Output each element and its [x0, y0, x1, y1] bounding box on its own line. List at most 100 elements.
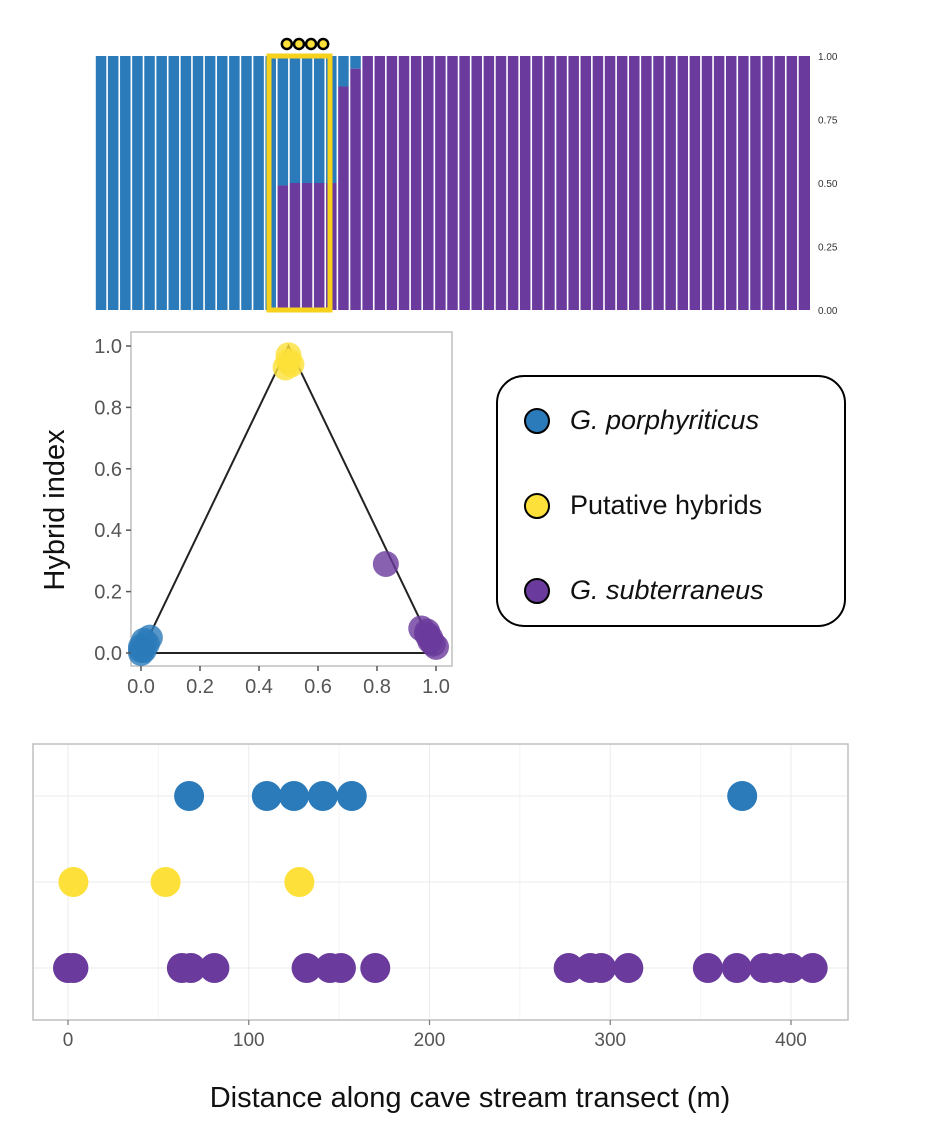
ancestry-bar-subterraneus	[555, 56, 568, 310]
hybrid-marker	[280, 37, 294, 51]
transect-point-subterraneus	[553, 953, 584, 983]
ancestry-bar-subterraneus	[676, 56, 689, 310]
ancestry-bar-subterraneus	[628, 56, 641, 310]
transect-point-hybrid	[58, 867, 89, 897]
transect-x-tick-label: 300	[594, 1030, 626, 1051]
ancestry-bar-porphyriticus	[228, 56, 241, 310]
transect-points	[53, 781, 828, 983]
ancestry-bar-subterraneus	[688, 56, 701, 310]
transect-x-tick-label: 0	[63, 1030, 74, 1051]
ancestry-bar-porphyriticus	[276, 56, 289, 186]
transect-point-porphyriticus	[251, 781, 282, 811]
transect-point-porphyriticus	[336, 781, 367, 811]
ancestry-bar-porphyriticus	[240, 56, 253, 310]
ancestry-bar-subterraneus	[543, 56, 556, 310]
ancestry-bar-subterraneus	[616, 56, 629, 310]
ancestry-bar-subterraneus	[385, 56, 398, 310]
legend-label-hybrids: Putative hybrids	[570, 490, 763, 520]
ancestry-bar-subterraneus	[785, 56, 798, 310]
triangle-x-tick-label: 0.0	[127, 676, 155, 698]
transect-point-subterraneus	[291, 953, 322, 983]
ancestry-bar-porphyriticus	[119, 56, 132, 310]
triangle-y-tick-label: 0.6	[94, 459, 122, 481]
legend-item-porphyriticus: G. porphyriticus	[524, 405, 759, 436]
triangle-plot-border	[130, 331, 453, 667]
transect-point-subterraneus	[586, 953, 617, 983]
transect-point-subterraneus	[721, 953, 752, 983]
ancestry-bar-porphyriticus	[337, 56, 350, 87]
ancestry-bar-porphyriticus	[204, 56, 217, 310]
triangle-y-ticks: 0.0 0.2 0.4 0.6 0.8 1.0	[94, 336, 131, 665]
transect-point-porphyriticus	[727, 781, 758, 811]
ancestry-bar-subterraneus	[288, 183, 302, 310]
legend-swatch-porphyriticus	[524, 407, 550, 434]
ancestry-bar-subterraneus	[422, 56, 435, 310]
hybrid-marker	[316, 37, 330, 51]
legend-swatch-subterraneus	[524, 577, 550, 604]
ancestry-bar-subterraneus	[470, 56, 483, 310]
triangle-x-tick-label: 0.6	[304, 676, 332, 698]
ancestry-bar-subterraneus	[373, 56, 386, 310]
transect-point-hybrid	[150, 867, 181, 897]
triangle-point-subterraneus	[423, 633, 449, 660]
ancestry-bar-porphyriticus	[288, 56, 302, 183]
ancestry-bar-porphyriticus	[143, 56, 156, 310]
ancestry-bar-subterraneus	[725, 56, 738, 310]
transect-point-subterraneus	[613, 953, 644, 983]
ancestry-bar-subterraneus	[361, 56, 374, 310]
ancestry-bar-subterraneus	[713, 56, 726, 310]
transect-point-porphyriticus	[307, 781, 338, 811]
ancestry-y-tick-label: 0.75	[818, 116, 838, 127]
ancestry-bar-porphyriticus	[191, 56, 205, 310]
ancestry-bar-porphyriticus	[95, 56, 108, 310]
hybrid-markers	[280, 37, 330, 51]
ancestry-y-ticks: 1.00 0.75 0.50 0.25 0.00	[818, 52, 838, 317]
ancestry-y-tick-label: 1.00	[818, 52, 838, 63]
species-legend: G. porphyriticus Putative hybrids G. sub…	[496, 375, 846, 627]
ancestry-bar-porphyriticus	[349, 56, 362, 69]
ancestry-barplot: 1.00 0.75 0.50 0.25 0.00	[94, 37, 838, 317]
transect-x-tick-label: 400	[775, 1030, 807, 1051]
transect-point-subterraneus	[797, 953, 828, 983]
triangle-point-subterraneus	[372, 550, 399, 577]
ancestry-bar-porphyriticus	[313, 56, 326, 183]
ancestry-bar-subterraneus	[773, 56, 786, 310]
ancestry-bar-subterraneus	[446, 56, 459, 310]
ancestry-bar-subterraneus	[603, 56, 617, 310]
ancestry-bar-porphyriticus	[301, 56, 314, 183]
ancestry-bar-subterraneus	[482, 56, 495, 310]
ancestry-bar-subterraneus	[797, 56, 810, 310]
ancestry-bar-subterraneus	[301, 183, 314, 310]
triangle-x-tick-label: 0.4	[245, 676, 273, 698]
ancestry-bar-subterraneus	[579, 56, 592, 310]
transect-plot-border	[32, 743, 849, 1021]
ancestry-bar-porphyriticus	[167, 56, 180, 310]
ancestry-bar-subterraneus	[652, 56, 665, 310]
transect-point-subterraneus	[175, 953, 206, 983]
triangle-y-tick-label: 1.0	[94, 336, 122, 358]
transect-x-label: Distance along cave stream transect (m)	[209, 1082, 731, 1114]
triangle-y-label: Hybrid index	[39, 429, 71, 591]
legend-label-porphyriticus: G. porphyriticus	[570, 405, 760, 435]
transect-point-subterraneus	[325, 953, 356, 983]
transect-point-subterraneus	[692, 953, 723, 983]
ancestry-bar-subterraneus	[276, 185, 289, 310]
ancestry-bar-porphyriticus	[252, 56, 265, 310]
ancestry-bar-porphyriticus	[179, 56, 192, 310]
hybrid-marker	[304, 37, 318, 51]
hybrid-marker	[292, 37, 306, 51]
triangle-x-tick-label: 0.2	[186, 676, 214, 698]
triangle-outline	[139, 343, 438, 654]
triangle-points	[128, 342, 449, 666]
ancestry-bar-subterraneus	[410, 56, 423, 310]
triangle-x-tick-label: 0.8	[363, 676, 391, 698]
legend-item-hybrids: Putative hybrids	[524, 490, 762, 521]
triangle-plot: 0.0 0.2 0.4 0.6 0.8 1.0 0.0 0.2 0.4 0.6 0.8 1.0 Hy…	[39, 331, 453, 698]
ancestry-bar-subterraneus	[700, 56, 714, 310]
ancestry-bar-porphyriticus	[131, 56, 144, 310]
hybrid-highlight-box	[266, 53, 333, 313]
transect-point-subterraneus	[776, 953, 806, 983]
ancestry-y-tick-label: 0.00	[818, 306, 838, 317]
transect-x-tick-label: 100	[233, 1030, 265, 1051]
